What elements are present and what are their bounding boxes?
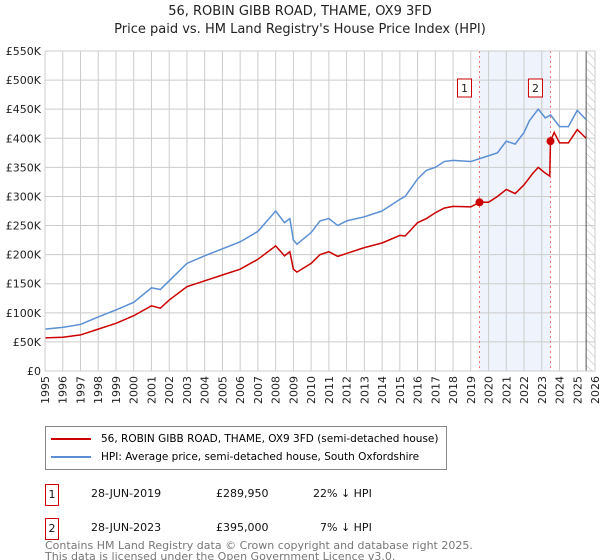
legend: 56, ROBIN GIBB ROAD, THAME, OX9 3FD (sem…	[45, 426, 447, 470]
sale-label-box	[457, 78, 472, 98]
legend-item-property: 56, ROBIN GIBB ROAD, THAME, OX9 3FD (sem…	[51, 431, 438, 447]
x-tick-label: 2014	[376, 376, 389, 404]
sale-price: £395,000	[216, 521, 269, 534]
x-tick-label: 2009	[287, 376, 300, 404]
legend-item-hpi: HPI: Average price, semi-detached house,…	[51, 449, 419, 465]
y-tick-label: £250K	[6, 220, 42, 233]
chart-subtitle: Price paid vs. HM Land Registry's House …	[114, 22, 486, 37]
x-tick-label: 2000	[128, 376, 141, 404]
x-tick-label: 2021	[500, 376, 513, 404]
x-tick-label: 1998	[92, 376, 105, 404]
y-tick-label: £450K	[6, 103, 42, 116]
sale-delta: 7% ↓ HPI	[320, 521, 372, 534]
x-tick-label: 2016	[412, 376, 425, 404]
legend-swatch-blue	[51, 456, 91, 458]
x-tick-label: 2026	[589, 376, 600, 404]
x-tick-label: 2019	[465, 376, 478, 404]
x-tick-label: 2003	[181, 376, 194, 404]
y-tick-label: £300K	[6, 190, 42, 203]
y-tick-label: £350K	[6, 161, 42, 174]
sale-period-shading	[479, 51, 551, 371]
x-tick-label: 2011	[323, 376, 336, 404]
x-tick-label: 1999	[110, 376, 123, 404]
x-tick-label: 1995	[39, 376, 52, 404]
x-tick-label: 2001	[145, 376, 158, 404]
sale-delta: 22% ↓ HPI	[313, 487, 372, 500]
x-tick-label: 2008	[270, 376, 283, 404]
forecast-hatch	[586, 51, 595, 371]
x-tick-label: 2024	[554, 376, 567, 404]
x-tick-label: 2007	[252, 376, 265, 404]
y-tick-label: £0	[27, 365, 41, 378]
sale-point	[475, 198, 484, 207]
y-tick-label: £200K	[6, 249, 42, 262]
sale-date: 28-JUN-2019	[91, 487, 162, 500]
x-tick-label: 2006	[234, 376, 247, 404]
chart-title: 56, ROBIN GIBB ROAD, THAME, OX9 3FD	[168, 4, 432, 19]
price-paid-line	[44, 128, 587, 339]
hpi-line	[44, 107, 587, 330]
footer-licence: This data is licensed under the Open Gov…	[45, 550, 396, 560]
legend-label: 56, ROBIN GIBB ROAD, THAME, OX9 3FD (sem…	[101, 433, 439, 445]
y-tick-label: £100K	[6, 307, 42, 320]
sale-label: 2	[532, 82, 539, 95]
sale-badge: 2	[45, 518, 59, 540]
sale-price: £289,950	[216, 487, 269, 500]
y-tick-label: £500K	[6, 74, 42, 87]
x-tick-label: 1997	[74, 376, 87, 404]
x-tick-label: 1996	[57, 376, 70, 404]
y-tick-label: £150K	[6, 278, 42, 291]
x-tick-label: 2012	[341, 376, 354, 404]
x-tick-label: 2025	[571, 376, 584, 404]
footer-copyright: Contains HM Land Registry data © Crown c…	[45, 539, 473, 552]
x-tick-label: 2004	[199, 376, 212, 404]
plot-frame	[44, 50, 596, 372]
sale-point	[546, 137, 555, 146]
sale-label-box	[527, 78, 543, 98]
sale-date: 28-JUN-2023	[91, 521, 162, 534]
x-tick-label: 2013	[358, 376, 371, 404]
y-tick-label: £50K	[13, 336, 42, 349]
x-tick-label: 2023	[536, 376, 549, 404]
x-tick-label: 2015	[394, 376, 407, 404]
x-tick-label: 2005	[216, 376, 229, 404]
y-tick-label: £400K	[6, 132, 42, 145]
x-tick-label: 2002	[163, 376, 176, 404]
y-tick-label: £550K	[6, 45, 42, 58]
x-tick-label: 2017	[429, 376, 442, 404]
sale-label: 1	[461, 82, 468, 95]
x-tick-label: 2022	[518, 376, 531, 404]
sale-badge: 1	[45, 484, 59, 506]
legend-swatch-red	[51, 438, 91, 440]
x-tick-label: 2020	[483, 376, 496, 404]
x-tick-label: 2010	[305, 376, 318, 404]
legend-label: HPI: Average price, semi-detached house,…	[101, 451, 420, 463]
price-chart: 1995 1996 1997 1998 1999 2000 2001 2002 2003 2004…	[6, 45, 600, 404]
x-tick-label: 2018	[447, 376, 460, 404]
